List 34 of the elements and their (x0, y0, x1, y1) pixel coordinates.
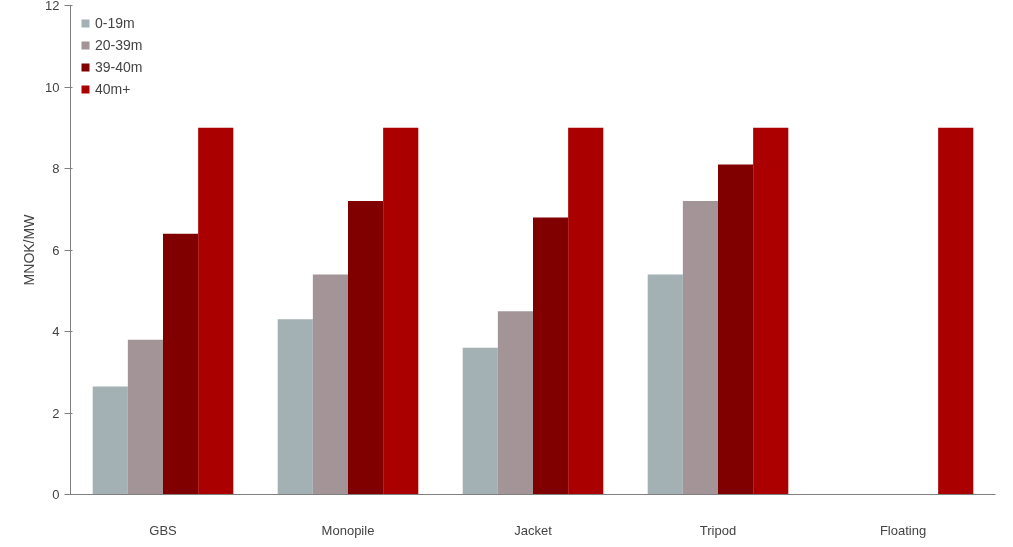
legend-label: 39-40m (95, 59, 143, 75)
bar (383, 127, 419, 495)
x-tick-label: Tripod (699, 522, 737, 538)
y-tick-label: 10 (45, 79, 60, 95)
x-tick-label: Jacket (514, 522, 553, 538)
bar (568, 127, 604, 495)
x-tick-label: GBS (149, 522, 178, 538)
bar (277, 319, 313, 495)
bar (348, 201, 384, 495)
legend-label: 0-19m (95, 15, 135, 31)
legend-label: 40m+ (95, 81, 131, 97)
y-tick-label: 12 (45, 0, 60, 13)
bar (938, 127, 974, 495)
bar (647, 274, 683, 495)
y-tick-label: 2 (52, 405, 60, 421)
x-tick-label: Monopile (321, 522, 375, 538)
bar (533, 217, 569, 495)
y-tick-label: 0 (52, 487, 60, 502)
bar (127, 339, 163, 495)
legend-label: 20-39m (95, 37, 143, 53)
y-tick-label: 6 (52, 242, 60, 258)
bar (198, 127, 234, 495)
bar (718, 164, 754, 495)
bar (312, 274, 348, 495)
bar (753, 127, 789, 495)
bar (462, 347, 498, 495)
x-tick-label: Floating (879, 522, 927, 538)
bar (682, 201, 718, 495)
bar (497, 311, 533, 495)
y-tick-label: 8 (52, 161, 60, 176)
bar (92, 386, 128, 495)
y-axis-title: MNOK/MW (21, 213, 38, 286)
bar (163, 233, 199, 495)
y-tick-label: 4 (52, 324, 60, 339)
